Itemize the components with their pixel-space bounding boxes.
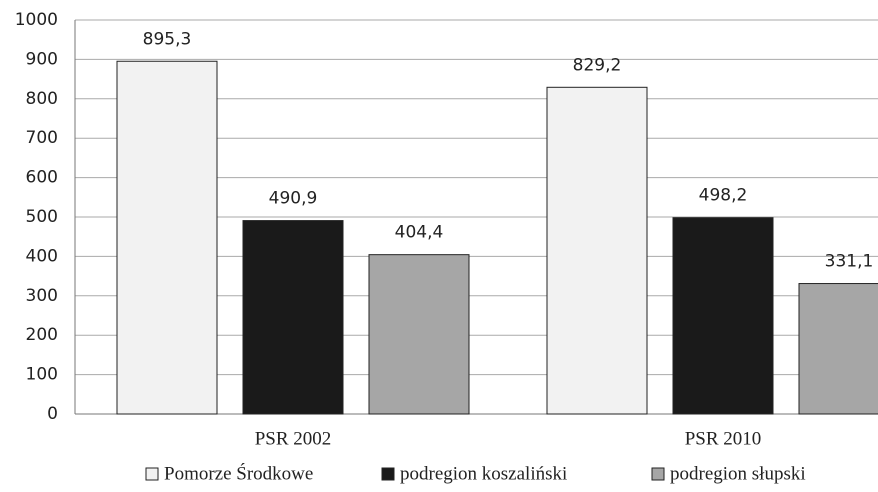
y-tick-label: 800	[26, 89, 58, 109]
data-label: 404,4	[395, 223, 444, 243]
bar	[368, 254, 470, 415]
legend-swatch	[381, 467, 395, 481]
y-tick-label: 0	[47, 404, 58, 424]
y-tick-label: 700	[26, 128, 58, 148]
y-tick-label: 300	[26, 286, 58, 306]
data-label: 331,1	[825, 252, 874, 272]
legend-swatch	[651, 467, 665, 481]
legend-label: podregion słupski	[670, 463, 806, 484]
y-tick-label: 600	[26, 168, 58, 188]
y-tick-label: 400	[26, 246, 58, 266]
legend-label: podregion koszaliński	[400, 463, 567, 484]
x-tick-label: PSR 2010	[685, 428, 762, 449]
data-label: 490,9	[269, 189, 318, 209]
bar	[116, 60, 218, 415]
legend-swatch	[145, 467, 159, 481]
y-tick-label: 500	[26, 207, 58, 227]
data-label: 895,3	[143, 29, 192, 49]
data-label: 498,2	[699, 186, 748, 206]
bar	[242, 220, 344, 415]
bar	[672, 217, 774, 415]
y-tick-label: 900	[26, 49, 58, 69]
y-tick-label: 100	[26, 365, 58, 385]
legend-label: Pomorze Środkowe	[164, 462, 313, 484]
data-label: 829,2	[573, 55, 622, 75]
bar	[546, 86, 648, 415]
y-tick-label: 1000	[15, 10, 58, 30]
bar	[798, 283, 878, 415]
y-tick-label: 200	[26, 325, 58, 345]
x-tick-label: PSR 2002	[255, 428, 332, 449]
